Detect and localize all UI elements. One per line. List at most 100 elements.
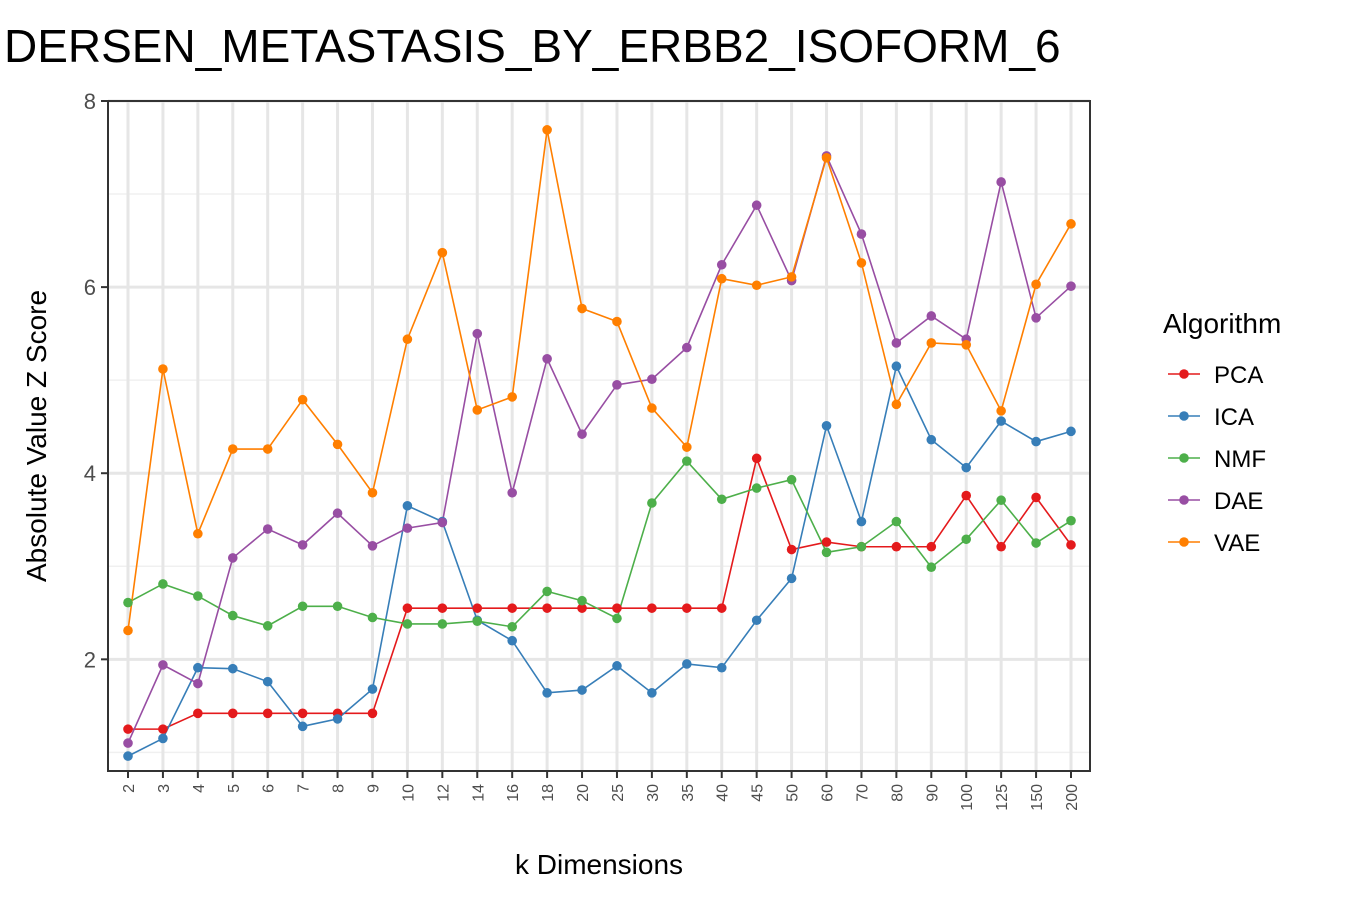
data-point-pca <box>786 544 797 555</box>
x-tick-label: 12 <box>435 784 452 802</box>
data-point-nmf <box>507 621 517 632</box>
x-tick-label: 6 <box>261 784 278 793</box>
data-point-ica <box>996 416 1006 426</box>
legend-label: ICA <box>1214 404 1254 431</box>
data-point-pca <box>926 541 937 552</box>
data-point-pca <box>262 708 273 719</box>
legend-label: NMF <box>1214 446 1266 473</box>
data-point-dae <box>227 553 238 563</box>
x-axis-title: k Dimensions <box>515 849 683 880</box>
legend-key-point <box>1179 453 1189 463</box>
x-tick-label: 3 <box>156 784 173 793</box>
legend-item-nmf: NMF <box>1168 446 1266 473</box>
data-point-ica <box>542 688 552 698</box>
data-point-vae <box>437 247 448 258</box>
data-point-dae <box>856 229 867 239</box>
legend-label: VAE <box>1214 530 1260 557</box>
data-point-vae <box>193 528 203 539</box>
data-point-pca <box>227 708 238 719</box>
data-point-ica <box>332 714 343 724</box>
data-point-nmf <box>821 547 832 558</box>
legend-items: PCA ICA NMF DAE VAE <box>1168 362 1266 557</box>
data-point-pca <box>577 603 587 613</box>
data-point-ica <box>961 462 972 473</box>
data-point-pca <box>821 537 832 547</box>
data-point-nmf <box>123 597 133 608</box>
data-point-ica <box>682 659 692 669</box>
data-point-nmf <box>1031 538 1041 548</box>
data-point-dae <box>507 487 517 498</box>
series-line-nmf <box>127 459 1072 628</box>
x-tick-label: 40 <box>715 784 732 802</box>
data-point-dae <box>577 429 587 439</box>
data-point-vae <box>123 625 133 636</box>
data-point-vae <box>158 364 168 374</box>
data-point-vae <box>786 272 797 282</box>
x-tick-label: 70 <box>854 784 871 802</box>
data-point-ica <box>647 688 657 698</box>
chart-title: DERSEN_METASTASIS_BY_ERBB2_ISOFORM_6 <box>4 20 1061 72</box>
data-point-ica <box>786 573 797 584</box>
data-point-ica <box>612 661 622 671</box>
data-point-vae <box>926 338 937 348</box>
y-axis-title: Absolute Value Z Score <box>21 290 52 582</box>
data-point-nmf <box>437 619 448 629</box>
data-point-pca <box>716 603 727 613</box>
data-point-pca <box>996 541 1006 552</box>
data-point-vae <box>1031 279 1041 290</box>
data-point-nmf <box>332 601 343 612</box>
legend-item-pca: PCA <box>1168 362 1263 389</box>
data-point-pca <box>1031 492 1041 503</box>
data-point-dae <box>367 541 378 551</box>
legend-item-vae: VAE <box>1168 530 1260 557</box>
data-point-nmf <box>158 579 168 589</box>
x-tick-label: 5 <box>226 784 243 793</box>
plot-panel <box>107 99 1091 772</box>
data-point-ica <box>1066 426 1076 437</box>
legend-label: PCA <box>1214 362 1263 389</box>
x-tick-label: 7 <box>296 784 313 793</box>
data-point-pca <box>542 603 552 613</box>
plot-border <box>107 100 1091 772</box>
legend-key-point <box>1179 369 1189 379</box>
data-point-dae <box>262 524 273 534</box>
data-point-ica <box>507 635 517 646</box>
data-point-pca <box>297 708 308 719</box>
data-point-dae <box>472 328 483 339</box>
data-point-ica <box>751 615 762 626</box>
series-line-pca <box>128 455 1072 730</box>
data-point-ica <box>891 361 902 372</box>
grid-lines <box>108 99 1090 771</box>
x-tick-label: 20 <box>575 784 592 802</box>
data-point-nmf <box>542 586 552 597</box>
data-point-dae <box>996 177 1006 187</box>
data-point-nmf <box>996 495 1006 506</box>
data-point-nmf <box>647 498 657 508</box>
data-point-ica <box>123 751 133 761</box>
legend-key-point <box>1179 495 1189 505</box>
data-point-dae <box>1066 281 1076 291</box>
data-point-ica <box>577 685 587 695</box>
data-point-ica <box>227 663 238 674</box>
x-tick-label: 50 <box>785 784 802 802</box>
series-line-vae <box>127 129 1072 631</box>
data-point-ica <box>856 516 867 527</box>
x-tick-label: 45 <box>750 784 767 802</box>
series-lines <box>127 129 1072 757</box>
data-point-ica <box>926 434 937 445</box>
data-point-ica <box>1031 436 1041 447</box>
x-axis: 2 3 4 5 6 7 8 9 10 12 14 16 18 20 25 30 35 40 45 50 60 70 80 90… <box>121 771 1081 811</box>
data-point-dae <box>647 374 657 385</box>
data-point-nmf <box>297 601 308 612</box>
legend-item-ica: ICA <box>1168 404 1254 431</box>
x-tick-label: 18 <box>540 784 557 802</box>
y-tick-label: 2 <box>84 647 96 672</box>
data-point-vae <box>821 152 832 163</box>
data-point-nmf <box>193 591 203 601</box>
data-point-nmf <box>682 456 692 466</box>
x-tick-label: 35 <box>680 784 697 802</box>
data-point-ica <box>402 500 413 511</box>
data-point-vae <box>262 444 273 454</box>
data-point-ica <box>367 684 378 694</box>
